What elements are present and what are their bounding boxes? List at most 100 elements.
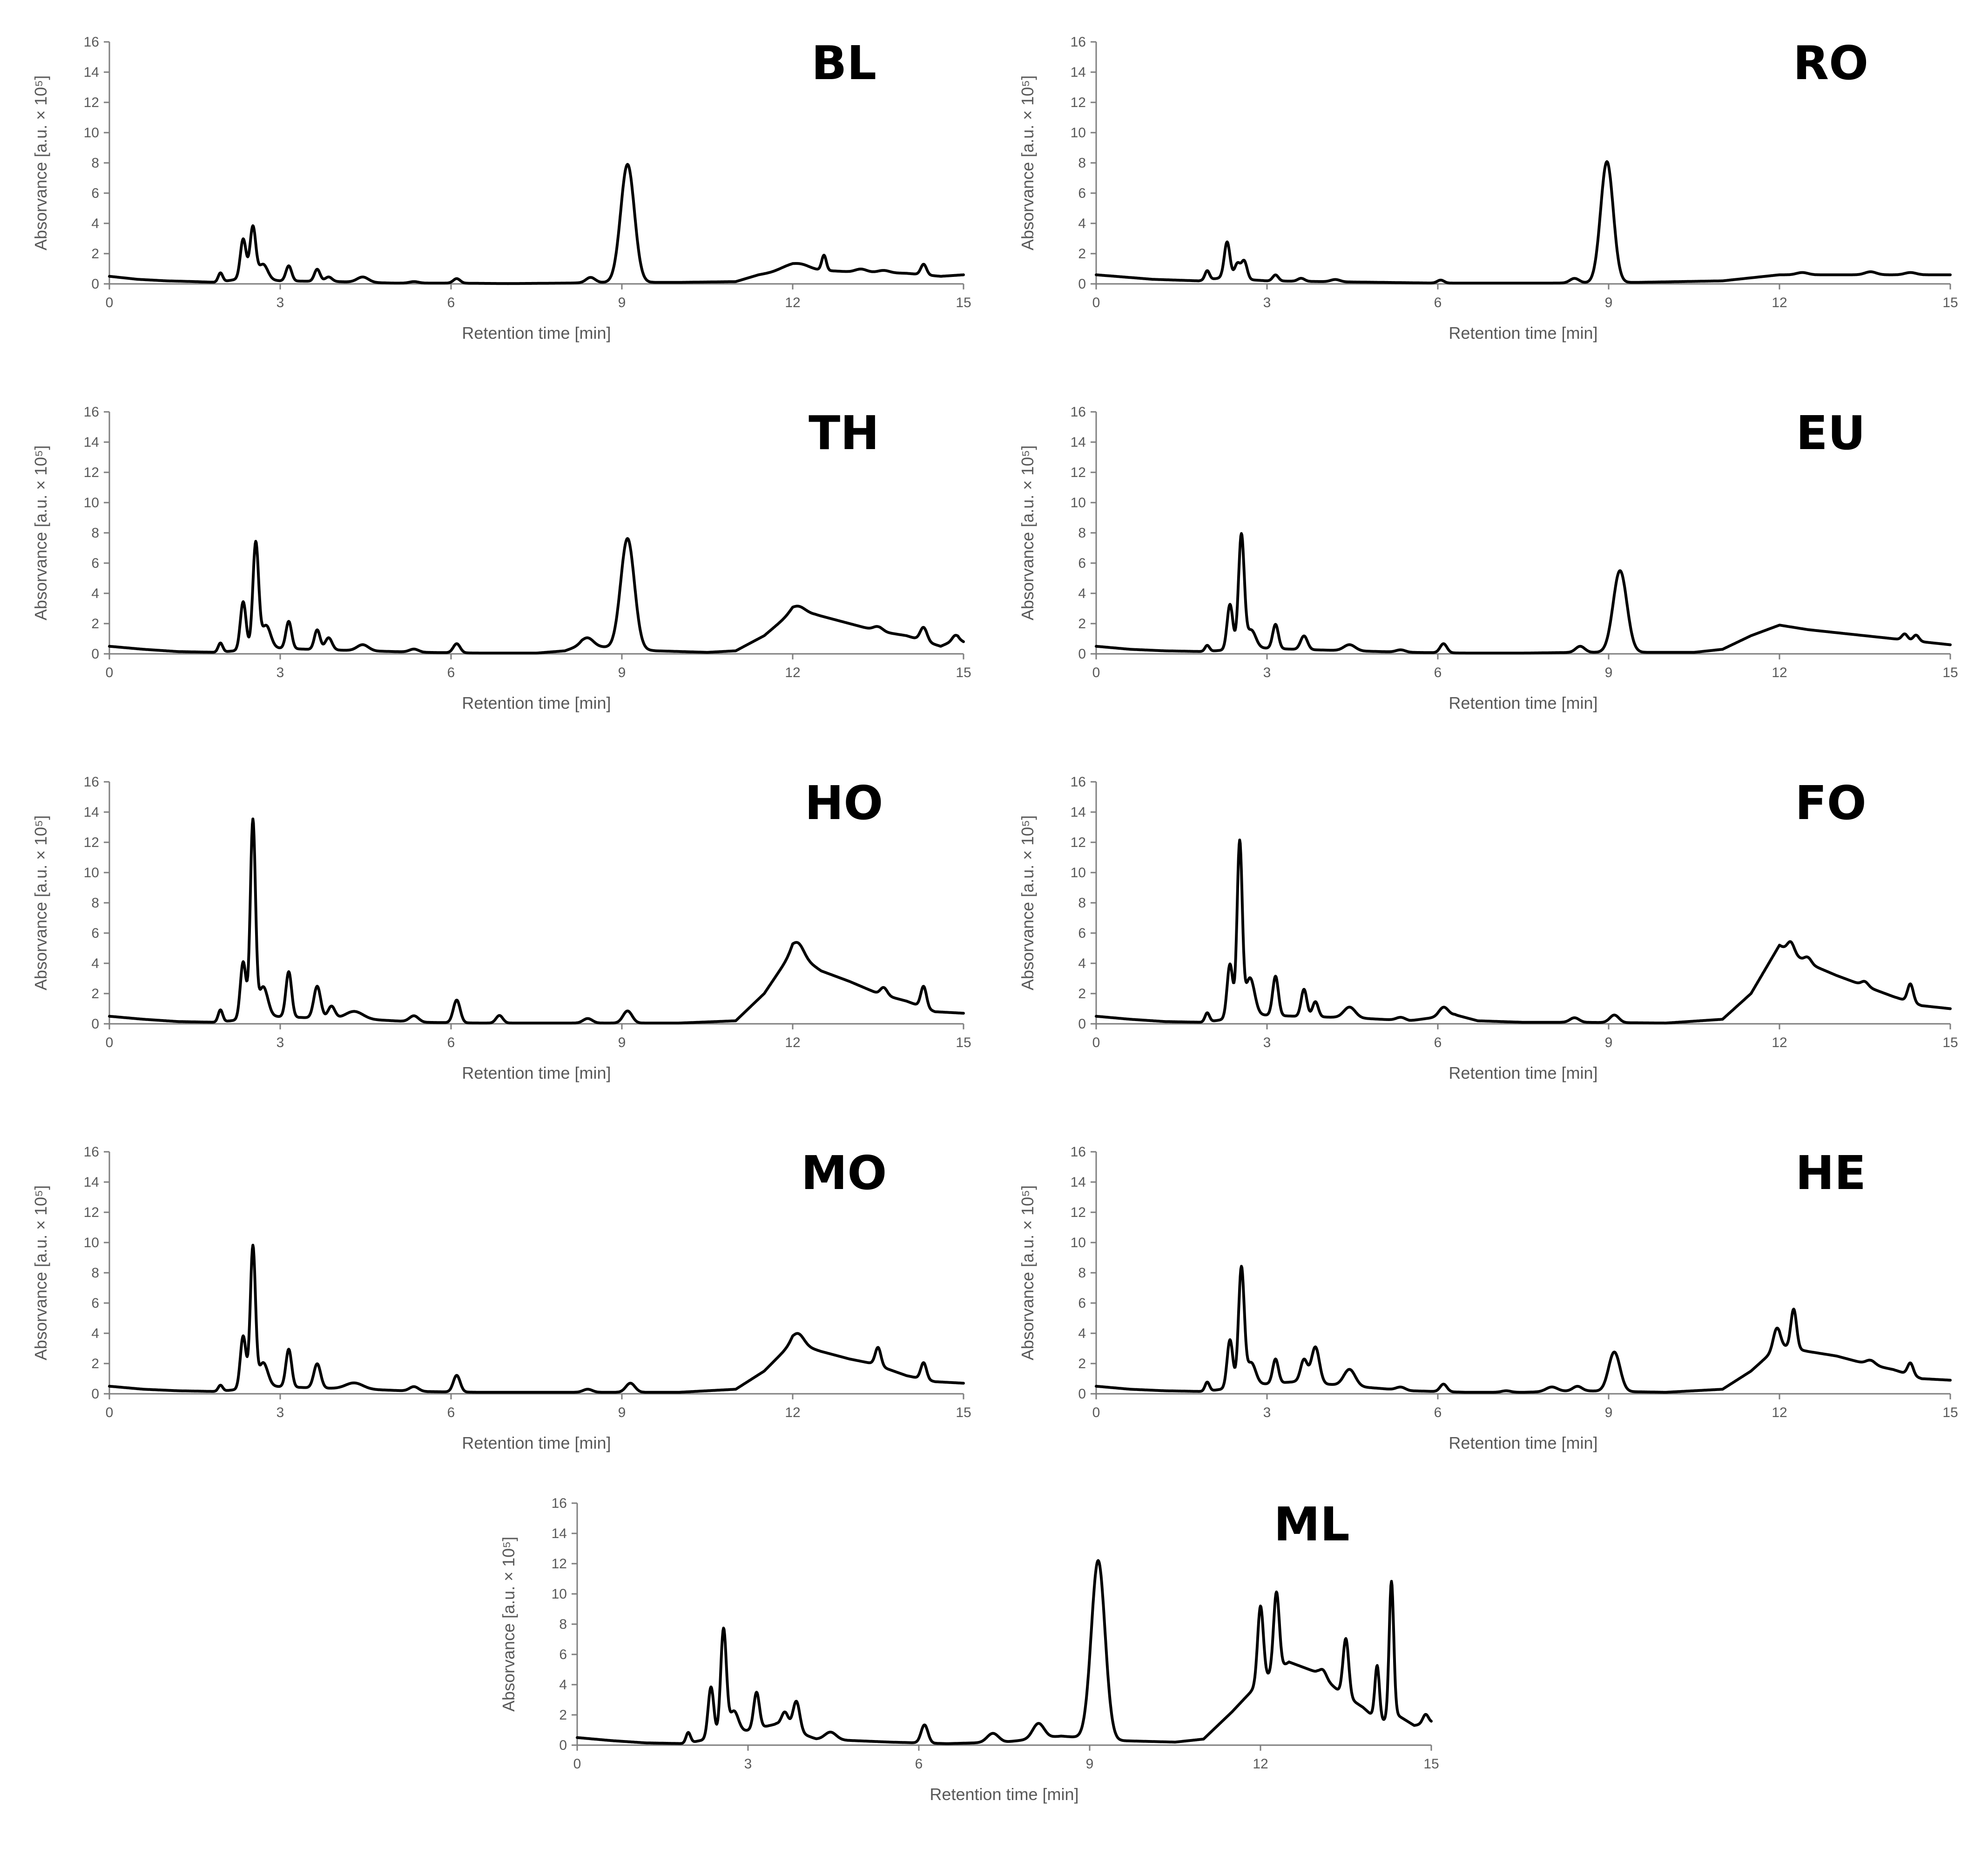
- x-axis-label: Retention time [min]: [462, 1433, 611, 1452]
- y-axis-label: Absorvance [a.u. × 10⁵]: [31, 75, 50, 250]
- chromatogram-trace: [1095, 160, 1952, 285]
- x-axis-label: Retention time [min]: [930, 1785, 1078, 1804]
- y-axis-label: Absorvance [a.u. × 10⁵]: [31, 445, 50, 620]
- x-tick-label: 9: [618, 1405, 626, 1420]
- y-tick-label: 0: [91, 276, 99, 292]
- x-tick-label: 12: [1772, 1405, 1787, 1420]
- x-tick-label: 0: [1092, 665, 1100, 680]
- y-tick-label: 14: [1071, 65, 1086, 80]
- y-tick-label: 0: [1078, 646, 1086, 662]
- x-tick-label: 6: [447, 1035, 455, 1050]
- y-tick-label: 16: [1071, 1144, 1086, 1160]
- y-tick-label: 0: [1078, 1386, 1086, 1402]
- x-tick-label: 0: [106, 1035, 114, 1050]
- y-tick-label: 12: [1071, 835, 1086, 850]
- y-tick-label: 10: [552, 1586, 567, 1602]
- chromatogram-trace: [108, 537, 965, 655]
- x-axis-label: Retention time [min]: [1449, 1433, 1597, 1452]
- x-tick-label: 0: [106, 665, 114, 680]
- y-tick-label: 10: [1071, 125, 1086, 141]
- x-tick-label: 12: [785, 665, 800, 680]
- x-tick-label: 3: [1263, 1405, 1271, 1420]
- x-tick-label: 12: [1772, 665, 1787, 680]
- x-axis-label: Retention time [min]: [1449, 323, 1597, 343]
- x-tick-label: 3: [276, 1405, 284, 1420]
- panel-title: TH: [809, 406, 879, 460]
- y-tick-label: 2: [1078, 986, 1086, 1001]
- x-tick-label: 15: [956, 1035, 971, 1050]
- y-tick-label: 4: [91, 216, 99, 231]
- y-tick-label: 8: [1078, 895, 1086, 911]
- panel-title: HO: [805, 776, 883, 830]
- x-tick-label: 3: [1263, 295, 1271, 310]
- y-tick-label: 14: [84, 1175, 99, 1190]
- y-tick-label: 8: [91, 525, 99, 541]
- panel-title: FO: [1795, 776, 1866, 830]
- y-tick-label: 6: [1078, 926, 1086, 941]
- panel-title: BL: [811, 36, 876, 90]
- y-tick-label: 4: [559, 1677, 567, 1693]
- y-tick-label: 10: [1071, 865, 1086, 880]
- y-tick-label: 12: [84, 835, 99, 850]
- chart-svg: 0 2 4 6 8 10 12 14 16 0 3 6 9 12 15 Retention time [min…: [1018, 34, 1958, 343]
- x-tick-label: 6: [915, 1756, 923, 1772]
- chromatogram-trace: [1095, 1264, 1952, 1394]
- y-tick-label: 16: [552, 1496, 567, 1511]
- panel-title: MO: [801, 1146, 887, 1200]
- x-tick-label: 12: [1772, 1035, 1787, 1050]
- x-tick-label: 9: [1605, 295, 1613, 310]
- y-tick-label: 6: [1078, 556, 1086, 571]
- chart-panel-ml: 0 2 4 6 8 10 12 14 16 0 3 6 9 12 15 Retention time [min…: [477, 1480, 1439, 1834]
- y-tick-label: 2: [91, 1356, 99, 1371]
- y-tick-label: 16: [84, 774, 99, 790]
- chart-svg: 0 2 4 6 8 10 12 14 16 0 3 6 9 12 15 Retention time [min…: [1018, 404, 1958, 712]
- y-tick-label: 10: [1071, 495, 1086, 511]
- x-tick-label: 6: [447, 1405, 455, 1420]
- chart-panel-he: 0 2 4 6 8 10 12 14 16 0 3 6 9 12 15 Retention time [min…: [996, 1129, 1958, 1482]
- y-tick-label: 16: [84, 404, 99, 420]
- y-tick-label: 12: [1071, 465, 1086, 480]
- x-tick-label: 0: [1092, 1405, 1100, 1420]
- y-tick-label: 8: [1078, 1265, 1086, 1281]
- y-tick-label: 2: [91, 246, 99, 262]
- x-axis-label: Retention time [min]: [1449, 693, 1597, 712]
- x-axis-label: Retention time [min]: [462, 323, 611, 343]
- y-tick-label: 2: [1078, 616, 1086, 632]
- chart-panel-th: 0 2 4 6 8 10 12 14 16 0 3 6 9 12 15 Retention time [min…: [9, 389, 971, 742]
- x-tick-label: 3: [1263, 665, 1271, 680]
- x-tick-label: 9: [618, 1035, 626, 1050]
- y-tick-label: 14: [552, 1526, 567, 1541]
- y-tick-label: 4: [1078, 956, 1086, 971]
- y-tick-label: 16: [1071, 774, 1086, 790]
- panel-title: HE: [1795, 1146, 1866, 1200]
- x-axis-label: Retention time [min]: [462, 1063, 611, 1082]
- y-tick-label: 8: [559, 1617, 567, 1632]
- y-tick-label: 10: [84, 495, 99, 511]
- y-tick-label: 0: [1078, 1016, 1086, 1032]
- chart-svg: 0 2 4 6 8 10 12 14 16 0 3 6 9 12 15 Retention time [min…: [31, 404, 971, 712]
- y-tick-label: 16: [84, 1144, 99, 1160]
- x-tick-label: 3: [744, 1756, 752, 1772]
- y-tick-label: 2: [559, 1707, 567, 1723]
- chart-panel-eu: 0 2 4 6 8 10 12 14 16 0 3 6 9 12 15 Retention time [min…: [996, 389, 1958, 742]
- y-tick-label: 6: [91, 186, 99, 201]
- y-tick-label: 12: [84, 1205, 99, 1220]
- y-tick-label: 8: [91, 155, 99, 171]
- x-tick-label: 3: [276, 665, 284, 680]
- chromatogram-trace: [1095, 532, 1952, 655]
- y-tick-label: 4: [91, 586, 99, 601]
- y-axis-label: Absorvance [a.u. × 10⁵]: [1018, 445, 1037, 620]
- y-tick-label: 0: [91, 646, 99, 662]
- y-tick-label: 4: [1078, 216, 1086, 231]
- x-tick-label: 15: [1942, 1035, 1958, 1050]
- x-tick-label: 6: [1434, 665, 1442, 680]
- y-tick-label: 10: [84, 865, 99, 880]
- y-tick-label: 6: [1078, 186, 1086, 201]
- y-tick-label: 6: [1078, 1296, 1086, 1311]
- x-tick-label: 9: [1605, 1405, 1613, 1420]
- y-axis-label: Absorvance [a.u. × 10⁵]: [1018, 815, 1037, 990]
- x-tick-label: 9: [1086, 1756, 1094, 1772]
- x-tick-label: 15: [956, 295, 971, 310]
- y-tick-label: 8: [1078, 155, 1086, 171]
- chart-svg: 0 2 4 6 8 10 12 14 16 0 3 6 9 12 15 Retention time [min…: [1018, 774, 1958, 1082]
